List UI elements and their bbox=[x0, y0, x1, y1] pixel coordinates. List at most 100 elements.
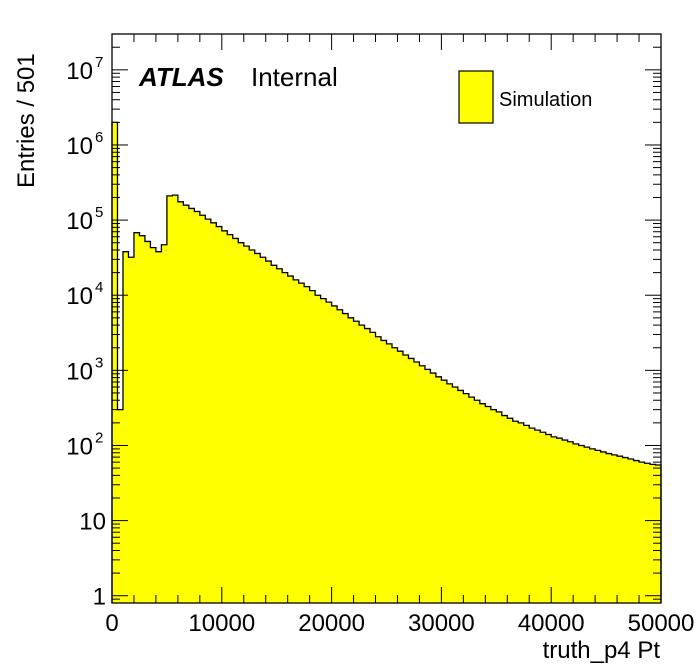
y-tick-exponent: 2 bbox=[95, 429, 103, 446]
histogram-bar bbox=[556, 438, 563, 603]
histogram-bar bbox=[188, 208, 195, 604]
histogram-bar bbox=[446, 383, 453, 603]
histogram-bar bbox=[205, 219, 212, 603]
histogram-bar bbox=[413, 362, 420, 603]
histogram-bar bbox=[353, 321, 360, 603]
y-tick-label: 10 bbox=[66, 133, 93, 160]
histogram-bar bbox=[644, 463, 651, 603]
histogram-bar bbox=[370, 332, 376, 603]
histogram-bar bbox=[144, 241, 151, 603]
y-tick-label: 10 bbox=[66, 208, 93, 235]
legend-swatch bbox=[458, 70, 494, 124]
histogram-bar bbox=[342, 313, 349, 603]
x-tick-labels: 0 10000 20000 30000 40000 50000 bbox=[105, 610, 694, 637]
x-axis-title: truth_p4 Pt bbox=[543, 637, 661, 664]
atlas-label: ATLAS Internal bbox=[138, 62, 338, 92]
histogram-bar bbox=[512, 421, 519, 603]
histogram-bar bbox=[540, 432, 547, 603]
histogram-bar bbox=[364, 328, 371, 603]
y-axis-title: Entries / 501 bbox=[13, 53, 40, 188]
x-tick-label: 10000 bbox=[188, 610, 255, 637]
histogram-bar bbox=[518, 422, 525, 603]
y-tick-exponent: 3 bbox=[95, 354, 103, 371]
histogram-bar bbox=[282, 272, 289, 603]
histogram-bar bbox=[260, 257, 267, 603]
histogram-bar bbox=[567, 441, 574, 603]
histogram-bar bbox=[386, 343, 393, 603]
histogram-bar bbox=[573, 443, 580, 603]
histogram-bar bbox=[463, 393, 470, 603]
histogram-bar bbox=[210, 222, 217, 604]
histogram-bar bbox=[359, 325, 365, 603]
histogram-bar bbox=[117, 409, 124, 603]
histogram-bar bbox=[430, 373, 437, 603]
histogram-bar bbox=[655, 464, 662, 603]
histogram-bar bbox=[600, 451, 607, 603]
histogram-bars bbox=[112, 122, 662, 604]
histogram-bar bbox=[172, 195, 179, 603]
legend-label: Simulation bbox=[499, 89, 592, 111]
histogram-bar bbox=[221, 230, 228, 603]
histogram-bar bbox=[227, 234, 234, 603]
y-tick-label: 10 bbox=[66, 433, 93, 460]
histogram-bar bbox=[166, 195, 173, 603]
histogram-bar bbox=[238, 242, 245, 604]
histogram-bar bbox=[199, 215, 206, 603]
y-tick-label: 10 bbox=[66, 283, 93, 310]
histogram-bar bbox=[249, 249, 256, 603]
histogram-bar bbox=[551, 436, 558, 603]
histogram-bar bbox=[216, 226, 223, 603]
histogram-bar bbox=[534, 430, 541, 603]
histogram-bar bbox=[381, 340, 387, 603]
histogram-bar bbox=[606, 453, 612, 603]
histogram-bar bbox=[584, 447, 591, 603]
histogram-bar bbox=[320, 298, 327, 603]
histogram-bar bbox=[177, 201, 184, 604]
legend: Simulation bbox=[458, 70, 592, 124]
histogram-bar bbox=[194, 211, 201, 603]
atlas-label-bold: ATLAS bbox=[138, 62, 224, 92]
histogram-bar bbox=[155, 251, 162, 603]
y-tick-exponent: 5 bbox=[95, 204, 103, 221]
x-tick-label: 50000 bbox=[628, 610, 695, 637]
histogram-bar bbox=[457, 390, 464, 603]
plot-frame bbox=[111, 33, 662, 604]
histogram-bar bbox=[485, 406, 492, 603]
atlas-label-internal: Internal bbox=[251, 62, 338, 92]
histogram-bar bbox=[633, 460, 640, 603]
histogram-bar bbox=[276, 268, 283, 603]
histogram-bar bbox=[243, 246, 250, 603]
histogram-bar bbox=[617, 456, 623, 603]
y-tick-label: 10 bbox=[66, 58, 93, 85]
histogram-bar bbox=[452, 387, 459, 603]
histogram-bar bbox=[501, 415, 508, 603]
histogram-bar bbox=[507, 418, 514, 603]
histogram-bar bbox=[232, 238, 239, 603]
histogram-bar bbox=[112, 122, 118, 603]
x-tick-label: 20000 bbox=[298, 610, 365, 637]
histogram-bar bbox=[326, 302, 332, 603]
y-tick-exponent: 4 bbox=[95, 279, 103, 296]
axis-ticks bbox=[111, 33, 662, 604]
histogram-bar bbox=[628, 459, 634, 603]
histogram-bar bbox=[408, 358, 415, 603]
y-tick-label: 1 bbox=[93, 584, 106, 611]
histogram-bar bbox=[562, 440, 569, 603]
y-tick-label: 10 bbox=[66, 358, 93, 385]
histogram-bar bbox=[639, 462, 645, 603]
histogram-bar bbox=[183, 205, 190, 603]
histogram-bar bbox=[529, 428, 536, 603]
histogram-bar bbox=[496, 411, 503, 603]
histogram-bar bbox=[331, 305, 338, 603]
histogram-bar bbox=[271, 265, 278, 603]
histogram-bar bbox=[441, 380, 448, 603]
histogram-bar bbox=[650, 464, 656, 603]
histogram-bar bbox=[304, 286, 311, 603]
histogram-bar bbox=[622, 457, 629, 603]
histogram-bar bbox=[402, 355, 409, 603]
histogram-bar bbox=[589, 448, 596, 603]
histogram-bar bbox=[490, 409, 497, 603]
histogram-bar bbox=[523, 425, 530, 603]
x-tick-label: 0 bbox=[105, 610, 118, 637]
